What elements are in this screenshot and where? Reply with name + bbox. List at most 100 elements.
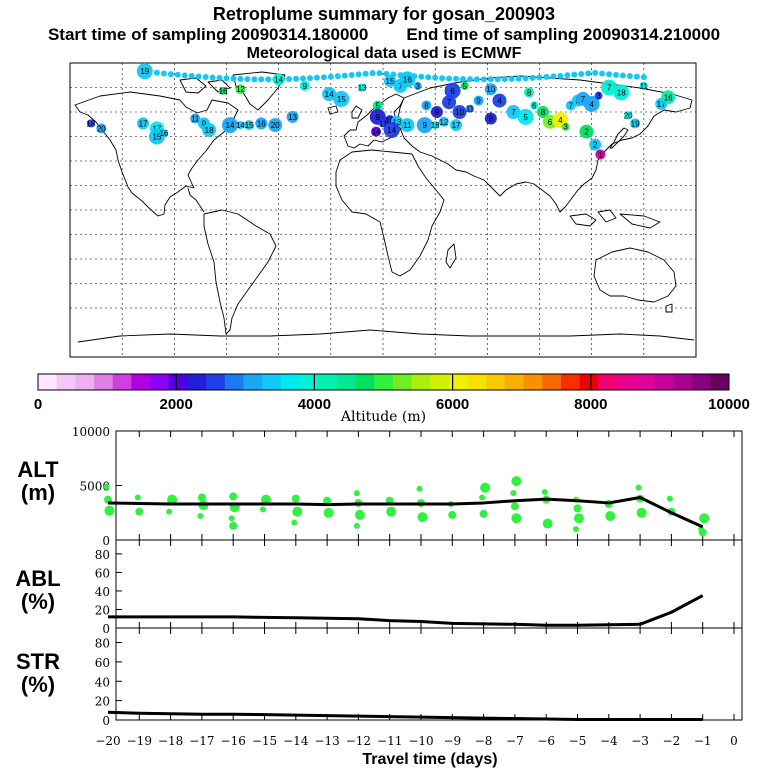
cluster-label: 9 bbox=[423, 121, 428, 130]
start-time-label: Start time of sampling 20090314.180000 bbox=[47, 25, 369, 44]
y-tick-label: 80 bbox=[95, 637, 110, 651]
pathway-point bbox=[223, 75, 230, 82]
pathway-point bbox=[167, 71, 174, 78]
cluster-label: 5 bbox=[463, 82, 468, 91]
colorbar-swatch bbox=[355, 374, 375, 390]
cluster-marker bbox=[517, 108, 534, 125]
pathway-point bbox=[480, 76, 487, 83]
pathway-point bbox=[487, 76, 494, 83]
colorbar-swatch bbox=[448, 374, 468, 390]
altitude-point bbox=[574, 513, 584, 524]
y-tick-label: 40 bbox=[95, 585, 110, 599]
colorbar-swatch bbox=[56, 374, 76, 390]
altitude-point bbox=[635, 484, 642, 491]
pathway-point bbox=[174, 71, 181, 78]
cluster-label: 4 bbox=[589, 100, 594, 109]
pathway-point bbox=[606, 71, 613, 78]
x-axis-title: Travel time (days) bbox=[362, 751, 497, 768]
pathway-point bbox=[327, 73, 334, 80]
cluster-marker bbox=[235, 84, 246, 95]
pathway-point bbox=[425, 74, 432, 81]
cluster-marker bbox=[430, 106, 443, 118]
y-tick-label: 60 bbox=[95, 656, 110, 670]
pathway-point bbox=[619, 72, 626, 79]
pathway-point bbox=[473, 76, 480, 83]
cluster-marker bbox=[268, 118, 283, 133]
cluster-marker bbox=[190, 113, 201, 124]
pathway-point bbox=[585, 70, 592, 77]
cluster-marker bbox=[399, 71, 416, 88]
pathway-point bbox=[571, 71, 578, 78]
colorbar-swatch bbox=[318, 374, 338, 390]
cluster-marker bbox=[444, 82, 461, 99]
colorbar-swatch bbox=[392, 374, 412, 390]
cluster-marker bbox=[661, 90, 676, 105]
cluster-marker bbox=[595, 149, 606, 160]
pathway-point bbox=[529, 74, 536, 81]
cluster-label: 15 bbox=[386, 77, 395, 86]
colorbar-swatch bbox=[430, 374, 450, 390]
pathway-point bbox=[508, 75, 515, 82]
colorbar-swatch bbox=[75, 374, 95, 390]
cluster-label: 6 bbox=[548, 118, 553, 127]
alt-panel-units: (m) bbox=[21, 480, 55, 505]
cluster-label: 5 bbox=[523, 113, 528, 122]
cluster-marker bbox=[583, 95, 600, 112]
cluster-marker bbox=[255, 117, 268, 130]
altitude-point bbox=[480, 482, 491, 493]
cluster-marker bbox=[613, 84, 630, 101]
colorbar-swatch bbox=[336, 374, 356, 390]
pathway-point bbox=[300, 75, 307, 82]
cluster-label: 18 bbox=[205, 126, 214, 135]
cluster-label: 6 bbox=[450, 87, 455, 96]
cluster-marker bbox=[96, 123, 107, 134]
pathway-point bbox=[341, 72, 348, 79]
cluster-label: 15 bbox=[337, 95, 346, 104]
cluster-label: 9 bbox=[303, 82, 308, 91]
pathway-point bbox=[202, 74, 209, 81]
cluster-label: 19 bbox=[140, 67, 149, 76]
x-tick-label: −10 bbox=[408, 734, 433, 748]
cluster-marker bbox=[473, 95, 484, 106]
colorbar-swatch bbox=[691, 374, 711, 390]
pathway-point bbox=[153, 69, 160, 76]
x-tick-label: −19 bbox=[127, 734, 152, 748]
pathway-point bbox=[592, 69, 599, 76]
cluster-label: 9 bbox=[476, 97, 481, 106]
colorbar-swatch bbox=[560, 374, 580, 390]
cluster-marker bbox=[484, 112, 497, 125]
x-tick-label: −12 bbox=[346, 734, 371, 748]
y-tick-label: 60 bbox=[95, 566, 110, 580]
altitude-point bbox=[229, 521, 238, 530]
altitude-point bbox=[479, 509, 488, 518]
cluster-label: 18 bbox=[86, 119, 95, 128]
cluster-marker bbox=[579, 124, 594, 139]
cluster-label: 4 bbox=[558, 116, 563, 125]
cluster-label: 20 bbox=[271, 121, 280, 130]
altitude-point bbox=[228, 515, 235, 522]
cluster-label: 16 bbox=[664, 93, 673, 102]
colorbar-swatch bbox=[94, 374, 114, 390]
pathway-point bbox=[306, 75, 313, 82]
colorbar-swatch bbox=[411, 374, 431, 390]
pathway-point bbox=[633, 73, 640, 80]
colorbar-swatch bbox=[131, 374, 151, 390]
cluster-label: 2 bbox=[593, 141, 598, 150]
pathway-point bbox=[369, 70, 376, 77]
altitude-point bbox=[479, 494, 486, 501]
colorbar-swatch bbox=[672, 374, 693, 390]
pathway-point bbox=[355, 71, 362, 78]
cluster-marker bbox=[630, 118, 641, 129]
transport-pathway bbox=[153, 69, 647, 83]
colorbar-swatch bbox=[280, 374, 300, 390]
pathway-point bbox=[459, 76, 466, 83]
altitude-point bbox=[323, 507, 334, 518]
altitude-point bbox=[448, 510, 457, 519]
pathway-point bbox=[446, 75, 453, 82]
cluster-label: 10 bbox=[386, 116, 395, 125]
pathway-point bbox=[376, 70, 383, 77]
altitude-point bbox=[229, 492, 238, 501]
cluster-label: 3 bbox=[596, 92, 601, 101]
cluster-marker bbox=[484, 83, 497, 96]
cluster-marker bbox=[371, 126, 382, 137]
